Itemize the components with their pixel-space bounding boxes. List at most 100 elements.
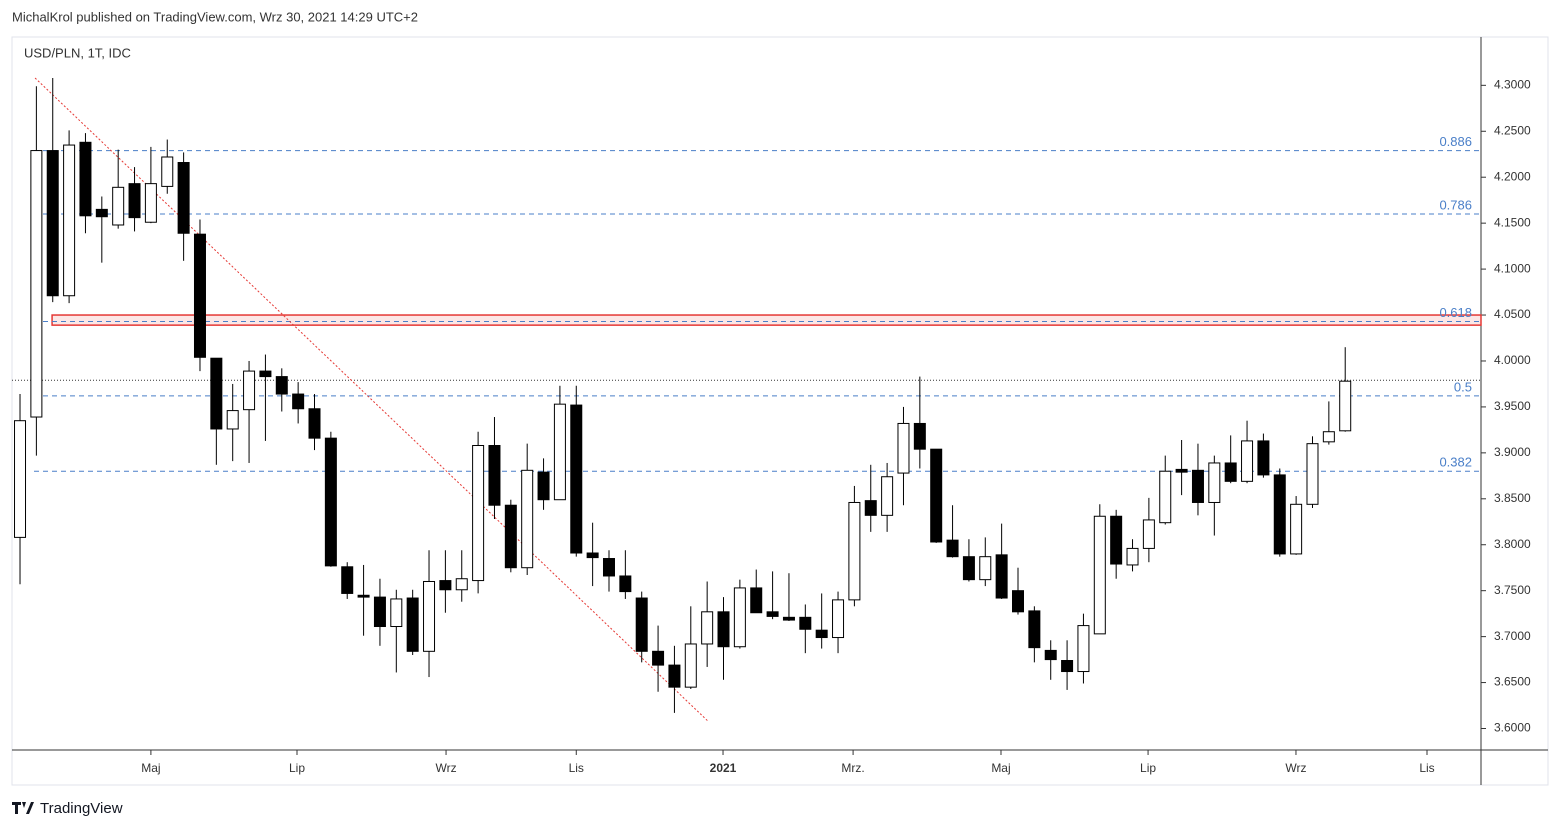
y-tick-label: 3.9000 bbox=[1494, 445, 1531, 459]
candle-body bbox=[1273, 474, 1286, 555]
candle-body bbox=[848, 501, 861, 601]
candle-body bbox=[1061, 660, 1074, 673]
candle-body bbox=[881, 476, 894, 516]
candle-body bbox=[259, 370, 272, 378]
x-tick-label: Lip bbox=[289, 761, 305, 775]
candle-body bbox=[1044, 649, 1057, 661]
candle-body bbox=[144, 183, 157, 223]
candle-body bbox=[439, 580, 452, 591]
candle-body bbox=[586, 552, 599, 559]
candle-body bbox=[962, 556, 975, 581]
candle-body bbox=[324, 437, 337, 567]
candle-body bbox=[619, 575, 632, 593]
y-tick-label: 4.1000 bbox=[1494, 261, 1531, 275]
candle-body bbox=[423, 580, 436, 652]
candle-body bbox=[701, 611, 714, 645]
candle-body bbox=[782, 616, 795, 621]
candle-body bbox=[292, 393, 305, 410]
candle-body bbox=[1241, 440, 1254, 482]
fib-label: 0.382 bbox=[1439, 455, 1472, 470]
candle-body bbox=[1191, 469, 1204, 503]
candle-body bbox=[161, 156, 174, 187]
candle-body bbox=[930, 448, 943, 543]
x-tick-label: Wrz bbox=[435, 761, 456, 775]
candle-body bbox=[897, 422, 910, 474]
candle-body bbox=[684, 643, 697, 688]
candle-body bbox=[1257, 440, 1270, 476]
y-tick-label: 3.8000 bbox=[1494, 537, 1531, 551]
chart-title: USD/PLN, 1T, IDC bbox=[24, 45, 131, 60]
y-tick-label: 3.7000 bbox=[1494, 629, 1531, 643]
candle-body bbox=[1012, 590, 1025, 613]
y-tick-label: 4.0000 bbox=[1494, 353, 1531, 367]
y-tick-label: 4.0500 bbox=[1494, 307, 1531, 321]
candle-body bbox=[668, 664, 681, 688]
candle-body bbox=[1175, 468, 1188, 473]
x-tick-label: Lip bbox=[1140, 761, 1156, 775]
y-tick-label: 3.6500 bbox=[1494, 675, 1531, 689]
candle-body bbox=[1126, 547, 1139, 566]
candle-body bbox=[226, 410, 239, 430]
candle-body bbox=[95, 208, 108, 218]
fib-label: 0.618 bbox=[1439, 305, 1472, 320]
candle-body bbox=[766, 611, 779, 617]
candle-body bbox=[717, 611, 730, 648]
candle-body bbox=[652, 650, 665, 666]
candle-body bbox=[1322, 431, 1335, 443]
candle-body bbox=[390, 598, 403, 628]
y-tick-label: 4.2000 bbox=[1494, 169, 1531, 183]
candle-body bbox=[1093, 515, 1106, 635]
fib-label: 0.786 bbox=[1439, 197, 1472, 212]
candle-body bbox=[14, 420, 27, 538]
candle-body bbox=[1208, 462, 1221, 503]
candle-body bbox=[733, 587, 746, 648]
candle-body bbox=[210, 357, 223, 430]
x-tick-label: Wrz bbox=[1285, 761, 1306, 775]
candle-body bbox=[357, 594, 370, 598]
candle-body bbox=[79, 141, 92, 217]
y-tick-label: 3.7500 bbox=[1494, 583, 1531, 597]
x-tick-label: Lis bbox=[569, 761, 584, 775]
candle-body bbox=[1224, 462, 1237, 482]
candle-body bbox=[537, 471, 550, 501]
logo bbox=[12, 802, 34, 814]
candle-body bbox=[373, 596, 386, 628]
candle-body bbox=[521, 469, 534, 569]
y-tick-label: 4.2500 bbox=[1494, 123, 1531, 137]
y-tick-label: 3.8500 bbox=[1494, 491, 1531, 505]
candle-body bbox=[799, 616, 812, 630]
header: MichalKrol published on TradingView.com,… bbox=[12, 9, 418, 24]
candle-body bbox=[946, 539, 959, 558]
y-tick-label: 3.6000 bbox=[1494, 721, 1531, 735]
trendline bbox=[34, 77, 709, 722]
candle-body bbox=[1306, 443, 1319, 505]
candle-body bbox=[832, 599, 845, 639]
candle-body bbox=[1290, 503, 1303, 555]
candle-body bbox=[864, 500, 877, 516]
candle-body bbox=[553, 403, 566, 501]
candle-body bbox=[750, 587, 763, 614]
frame bbox=[11, 36, 1549, 786]
candle-body bbox=[177, 162, 190, 234]
candle-body bbox=[341, 566, 354, 594]
fib-label: 0.886 bbox=[1439, 134, 1472, 149]
footer: TradingView bbox=[40, 800, 123, 817]
y-tick-label: 3.9500 bbox=[1494, 399, 1531, 413]
resistance-zone bbox=[51, 314, 1482, 326]
x-tick-label: 2021 bbox=[710, 761, 737, 775]
candle-body bbox=[63, 144, 76, 297]
candle-body bbox=[635, 597, 648, 652]
candle-body bbox=[308, 408, 321, 439]
x-tick-label: Mrz. bbox=[841, 761, 864, 775]
y-tick-label: 4.1500 bbox=[1494, 215, 1531, 229]
fib-label: 0.5 bbox=[1454, 379, 1472, 394]
candle-body bbox=[455, 578, 468, 591]
candle-body bbox=[913, 422, 926, 450]
candle-body bbox=[979, 556, 992, 581]
candle-body bbox=[995, 554, 1008, 599]
candle-body bbox=[1110, 515, 1123, 565]
candle-body bbox=[1159, 470, 1172, 524]
candle-body bbox=[243, 370, 256, 411]
x-tick-label: Lis bbox=[1419, 761, 1434, 775]
